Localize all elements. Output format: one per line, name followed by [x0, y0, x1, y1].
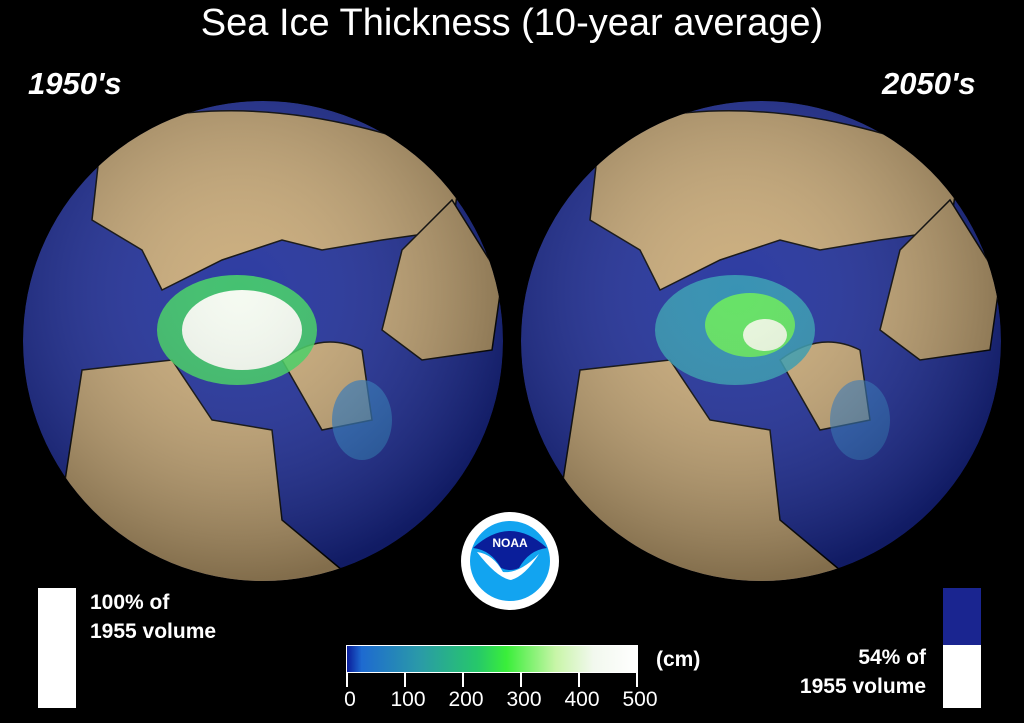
- noaa-logo: NOAA: [461, 512, 559, 610]
- globe-2050s: [521, 101, 1001, 581]
- noaa-logo-text: NOAA: [492, 536, 528, 550]
- colorbar-tick: [636, 673, 638, 687]
- colorbar-tick: [346, 673, 348, 687]
- colorbar-tick-label: 300: [506, 688, 542, 711]
- left-era-label: 1950's: [28, 66, 122, 101]
- colorbar-tick: [520, 673, 522, 687]
- colorbar-tick-label: 400: [564, 688, 600, 711]
- figure-title: Sea Ice Thickness (10-year average): [200, 2, 824, 44]
- colorbar-tick: [462, 673, 464, 687]
- volume-bar-2050s-lost: [943, 588, 981, 645]
- volume-bar-2050s-remaining: [943, 645, 981, 708]
- colorbar-tick-label: 200: [448, 688, 484, 711]
- colorbar-tick-label: 0: [344, 688, 356, 711]
- colorbar-tick: [578, 673, 580, 687]
- right-era-label: 2050's: [882, 66, 976, 101]
- colorbar-unit: (cm): [656, 648, 701, 671]
- volume-text-1950s: 100% of 1955 volume: [90, 588, 216, 646]
- globe-1950s: [23, 101, 503, 581]
- colorbar-tick-label: 100: [390, 688, 426, 711]
- colorbar-tick-label: 500: [622, 688, 658, 711]
- volume-line2: 1955 volume: [799, 675, 926, 698]
- volume-text-2050s: 54% of 1955 volume: [800, 643, 926, 701]
- volume-bar-1950s: [38, 588, 76, 708]
- colorbar-tick: [404, 673, 406, 687]
- thickness-colorbar: [346, 645, 638, 673]
- volume-line2: 1955 volume: [90, 620, 217, 643]
- volume-line1: 100% of: [90, 591, 170, 614]
- volume-line1: 54% of: [858, 646, 926, 669]
